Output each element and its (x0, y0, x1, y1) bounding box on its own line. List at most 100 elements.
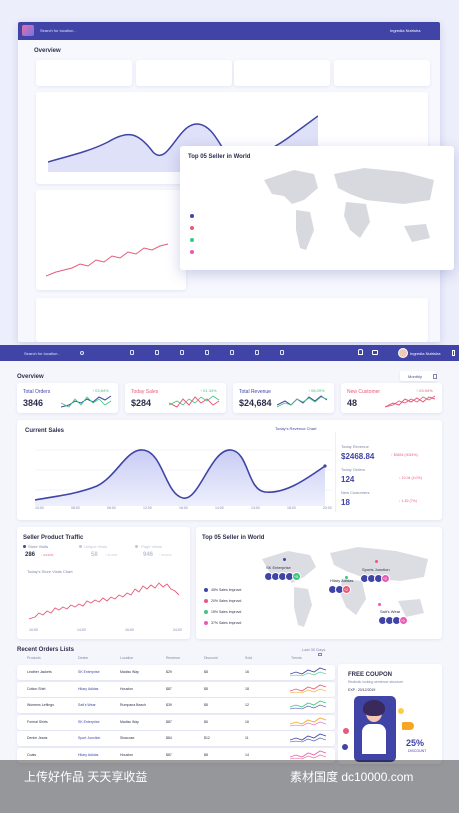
seller-avatar-more[interactable]: +2 (342, 585, 351, 594)
legend-label: 37% Sales Improvd (211, 621, 242, 625)
store-visits-label: Store Visits (28, 544, 49, 549)
preview-traffic-chart (46, 243, 169, 277)
x-axis-label: 10:00 (35, 506, 44, 510)
table-cell: 16 (245, 670, 249, 674)
stat-card[interactable]: Total Orders 3846 ↑ 03.84% (17, 383, 118, 413)
calendar-icon[interactable] (433, 374, 437, 379)
x-axis-label: 14:00 (77, 628, 86, 632)
nav-icon-6[interactable] (255, 350, 259, 355)
table-cell: Salt's Wear (78, 703, 96, 707)
heart-icon (343, 728, 349, 734)
stat-value: $24,684 (239, 398, 272, 408)
seller-avatar-more[interactable]: +5 (292, 572, 301, 581)
table-cell: Houston (120, 752, 134, 757)
unique-visits-dot (79, 545, 82, 548)
location-label: Hilary Adidas (330, 578, 354, 583)
nav-icon-1[interactable] (130, 350, 134, 355)
table-cell: Madisc Way (120, 670, 139, 674)
today-revenue-label: Today Revenue (341, 444, 369, 449)
seller-traffic-card: Seller Product Traffic Store Visits 286 … (17, 527, 190, 639)
x-axis-label: 16:00 (179, 506, 188, 510)
watermark-right: 素材国度 dc10000.com (290, 770, 414, 784)
notification-icon[interactable] (358, 349, 363, 355)
store-visits-dot (23, 545, 26, 548)
seller-avatar-more[interactable]: +2 (399, 616, 408, 625)
table-cell: $8 (204, 752, 208, 757)
stat-card[interactable]: Total Revenue $24,684 ↑ 08.09% (233, 383, 334, 413)
location-pin (378, 603, 381, 606)
table-cell: SK Enterprise (78, 670, 100, 674)
seller-avatar-count: +5 (294, 575, 298, 579)
legend-label: 15% Sales Improvd (211, 610, 242, 614)
stat-card[interactable]: Today Sales $284 ↑ 01.34% (125, 383, 226, 413)
table-cell: $29 (166, 670, 172, 674)
search-icon[interactable] (80, 351, 84, 355)
new-customers-value: 18 (341, 498, 350, 507)
stat-card[interactable]: New Customer 48 ↑ 03.94% (341, 383, 442, 413)
table-cell: 12 (245, 703, 249, 707)
table-cell: $87 (166, 719, 172, 724)
table-header-cell: Trends (291, 656, 302, 660)
table-cell: Rumpana Beach (120, 703, 147, 707)
nav-icon-5[interactable] (230, 350, 234, 355)
search-input[interactable]: Search for location.. (24, 351, 60, 356)
table-header-cell: Discount (204, 656, 218, 660)
table-row[interactable] (17, 714, 335, 730)
avatar[interactable] (398, 348, 408, 358)
orders-period-icon[interactable] (318, 653, 322, 656)
nav-icon-7[interactable] (280, 350, 284, 355)
page-views-value: 946 (143, 552, 154, 558)
stat-percent: ↑ 03.94% (416, 388, 433, 393)
table-cell: 14 (245, 752, 249, 757)
location-label: SK Enterprise (266, 565, 291, 570)
store-visits-pct: ↓ 04.02% (41, 553, 54, 557)
preview-stat-card (234, 60, 330, 86)
stat-label: New Customer (347, 389, 381, 395)
orders-period[interactable]: Last 30 Days (302, 647, 326, 652)
table-cell: Womens Leftings (27, 703, 54, 707)
preview-orders-card (36, 298, 428, 342)
legend-dot (204, 588, 208, 592)
seller-avatar-more[interactable]: +2 (381, 574, 390, 583)
new-customers-pct: ↓ 1.82 (7%) (399, 499, 417, 503)
table-cell: Formal Shirts (27, 719, 48, 724)
user-name[interactable]: Ingredia Nutrisha (410, 351, 441, 356)
stat-sparkline (61, 395, 112, 408)
watermark-left: 上传好作品 天天享收益 (24, 770, 148, 784)
coupon-title: FREE COUPON (348, 672, 393, 678)
period-select[interactable]: Monthly (400, 371, 436, 381)
table-cell: Hilary Adidas (78, 752, 99, 757)
preview-legend-dot (190, 226, 194, 230)
emoji-icon (398, 708, 404, 714)
period-select-label: Monthly (408, 374, 423, 379)
table-header-cell: Sold (245, 656, 253, 660)
person-hair (363, 700, 385, 716)
table-row[interactable] (17, 698, 335, 713)
stat-percent: ↑ 03.84% (92, 388, 109, 393)
preview-overview-title: Overview (34, 48, 61, 54)
current-sales-card: Current Sales Today's Revenue Chart Toda… (17, 420, 442, 520)
preview-world-popup: Top 05 Seller in World (180, 146, 454, 270)
menu-icon[interactable] (452, 350, 455, 356)
legend-dot (204, 621, 208, 625)
coupon-subtitle: Realistic looking sentence structure (348, 680, 404, 684)
top-navigation-bar: Search for location.. Ingredia Nutrisha (0, 345, 459, 361)
nav-icon-3[interactable] (180, 350, 184, 355)
table-header-cell: Location (120, 656, 134, 660)
table-cell: $12 (204, 736, 210, 740)
table-header-cell: Dealer (78, 656, 89, 660)
phone-illustration (354, 696, 396, 762)
table-row[interactable] (17, 681, 335, 697)
table-row[interactable] (17, 731, 335, 746)
table-row[interactable] (17, 665, 335, 680)
table-row[interactable] (17, 747, 335, 763)
message-icon[interactable] (372, 350, 378, 355)
page-views-dot (135, 545, 138, 548)
preview-stat-card (36, 60, 132, 86)
table-cell: 11 (245, 736, 249, 740)
stat-value: $284 (131, 398, 152, 408)
nav-icon-2[interactable] (155, 350, 159, 355)
table-cell: 18 (245, 686, 249, 691)
x-axis-label: 14:00 (215, 506, 224, 510)
nav-icon-4[interactable] (205, 350, 209, 355)
